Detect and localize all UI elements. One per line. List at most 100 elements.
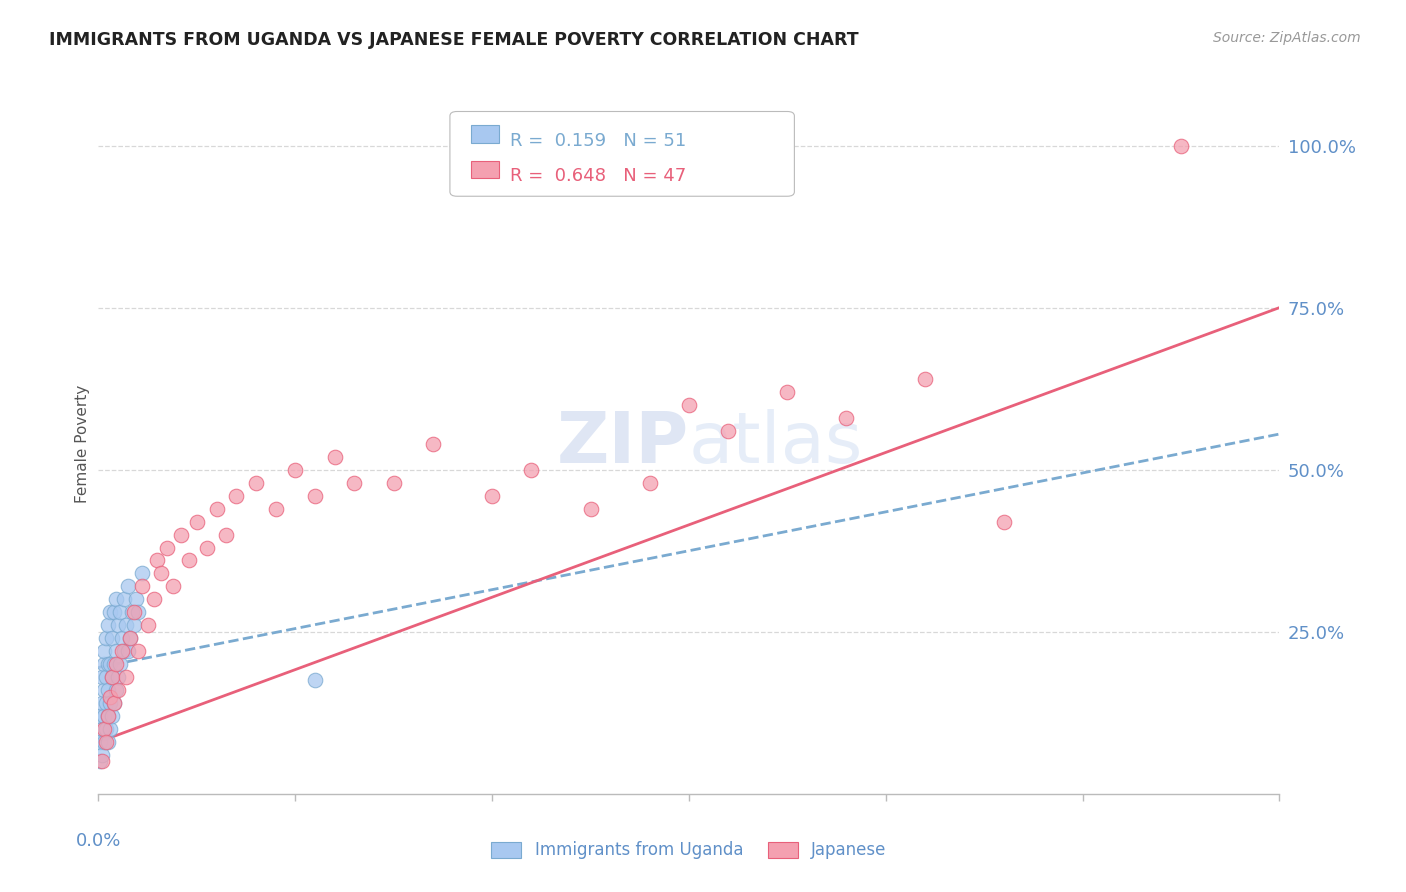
Point (177, 553, 200, 567)
Point (93, 657, 115, 672)
Point (205, 501, 228, 516)
Point (162, 579, 184, 593)
Text: 0.0%: 0.0% (76, 832, 121, 850)
Point (127, 605, 149, 619)
Point (101, 670, 124, 684)
Point (93, 683, 115, 698)
Point (914, 372, 936, 386)
Point (1170, 138, 1192, 153)
Point (98, 605, 121, 619)
Text: Source: ZipAtlas.com: Source: ZipAtlas.com (1213, 31, 1361, 45)
Point (115, 670, 138, 684)
Point (112, 592, 135, 607)
Point (105, 592, 128, 607)
Point (284, 463, 307, 477)
Point (323, 450, 346, 464)
Point (108, 657, 131, 672)
Point (127, 644, 149, 658)
Point (96, 670, 118, 684)
Point (93, 709, 115, 723)
Point (835, 410, 858, 425)
Point (142, 592, 165, 607)
Point (107, 618, 129, 632)
Text: ZIP: ZIP (557, 409, 689, 478)
Y-axis label: Female Poverty: Female Poverty (75, 384, 90, 503)
Point (131, 579, 153, 593)
Text: atlas: atlas (689, 409, 863, 478)
Point (98, 657, 121, 672)
Point (98, 696, 121, 710)
Point (91, 722, 114, 736)
Point (103, 605, 125, 619)
Point (125, 592, 148, 607)
Text: IMMIGRANTS FROM UGANDA VS JAPANESE FEMALE POVERTY CORRELATION CHART: IMMIGRANTS FROM UGANDA VS JAPANESE FEMAL… (49, 31, 859, 49)
Point (112, 644, 135, 658)
Point (101, 670, 124, 684)
Point (98, 690, 121, 704)
Point (97, 709, 120, 723)
Point (89, 709, 111, 723)
Point (93, 644, 115, 658)
Point (105, 683, 128, 698)
Point (108, 605, 131, 619)
Point (98, 722, 121, 736)
Point (117, 579, 139, 593)
Point (264, 501, 287, 516)
Point (422, 436, 444, 450)
Point (195, 541, 218, 555)
Point (118, 632, 141, 646)
Point (96, 632, 118, 646)
Point (122, 605, 145, 619)
Point (131, 566, 153, 581)
Point (638, 475, 661, 490)
Point (93, 722, 115, 736)
Point (776, 384, 799, 399)
Point (103, 696, 125, 710)
Point (136, 618, 159, 632)
Point (993, 515, 1015, 529)
Point (96, 735, 118, 749)
Point (105, 644, 128, 658)
Point (170, 527, 193, 541)
Point (101, 632, 124, 646)
Point (107, 683, 129, 698)
Point (304, 489, 326, 503)
Point (96, 696, 118, 710)
Text: R =  0.648   N = 47: R = 0.648 N = 47 (510, 167, 686, 185)
Legend: Immigrants from Uganda, Japanese: Immigrants from Uganda, Japanese (485, 835, 893, 866)
Point (91, 670, 114, 684)
Point (91, 755, 114, 769)
Point (111, 632, 134, 646)
Point (520, 463, 543, 477)
Point (96, 722, 118, 736)
Point (118, 632, 141, 646)
Point (343, 475, 366, 490)
Point (101, 709, 124, 723)
Point (93, 735, 115, 749)
Point (481, 489, 503, 503)
Point (103, 657, 125, 672)
Point (89, 735, 111, 749)
Point (91, 696, 114, 710)
Point (89, 755, 111, 769)
Point (186, 515, 208, 529)
Point (97, 709, 120, 723)
Point (717, 424, 740, 438)
Point (97, 657, 120, 672)
Point (215, 527, 238, 541)
Point (121, 605, 143, 619)
Point (382, 475, 405, 490)
Point (105, 657, 128, 672)
Text: R =  0.159   N = 51: R = 0.159 N = 51 (510, 132, 686, 150)
Point (97, 618, 120, 632)
Point (91, 747, 114, 762)
Point (111, 644, 134, 658)
Point (579, 501, 602, 516)
Point (117, 644, 139, 658)
Point (156, 541, 179, 555)
Point (103, 696, 125, 710)
Point (115, 618, 138, 632)
Point (150, 566, 173, 581)
Point (107, 670, 129, 684)
Point (304, 673, 326, 688)
